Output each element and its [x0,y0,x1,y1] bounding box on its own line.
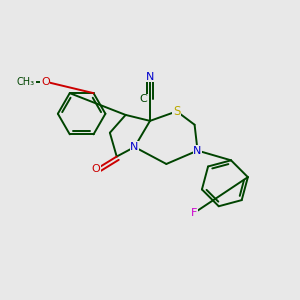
Text: F: F [191,208,197,218]
Text: N: N [130,142,139,152]
Text: N: N [146,72,154,82]
Text: O: O [41,76,50,87]
Text: O: O [92,164,100,174]
Text: N: N [194,146,202,156]
Text: CH₃: CH₃ [17,76,35,87]
Text: C: C [140,94,147,104]
Text: S: S [173,105,180,118]
